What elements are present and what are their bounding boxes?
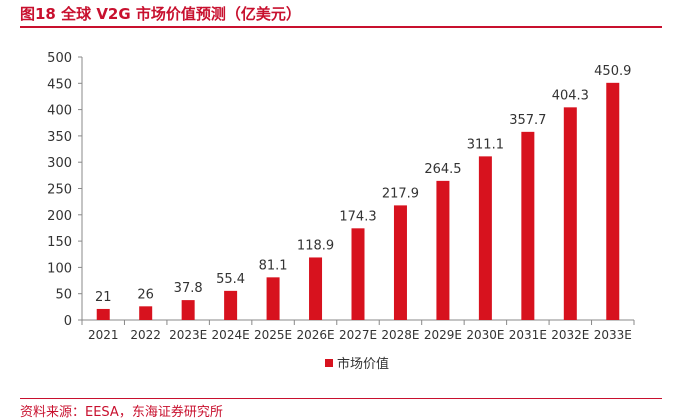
y-tick-label: 200: [47, 209, 72, 224]
bar: [563, 107, 577, 321]
bar: [436, 180, 450, 320]
y-tick-label: 450: [47, 77, 72, 92]
source-divider: [20, 398, 662, 399]
data-label: 37.8: [174, 281, 203, 296]
bar: [521, 131, 535, 320]
y-tick-label: 500: [47, 51, 72, 66]
data-label: 217.9: [382, 186, 419, 201]
data-label: 81.1: [259, 258, 288, 273]
bar: [309, 257, 323, 320]
x-tick-label: 2033E: [594, 328, 632, 342]
x-tick-label: 2030E: [466, 328, 504, 342]
x-tick-label: 2028E: [381, 328, 419, 342]
bar: [478, 156, 492, 320]
figure-title: 图18 全球 V2G 市场价值预测（亿美元）: [20, 5, 301, 23]
bar: [181, 300, 195, 320]
data-label: 450.9: [594, 64, 631, 79]
y-tick-label: 350: [47, 130, 72, 145]
y-tick-label: 300: [47, 156, 72, 171]
bar: [351, 228, 365, 320]
y-tick-label: 150: [47, 235, 72, 250]
data-label: 311.1: [467, 137, 504, 152]
x-tick-label: 2025E: [254, 328, 292, 342]
x-tick-label: 2021: [88, 328, 119, 342]
x-tick-label: 2026E: [296, 328, 334, 342]
x-tick-label: 2023E: [169, 328, 207, 342]
data-label: 264.5: [424, 162, 461, 177]
data-label: 26: [137, 287, 154, 302]
data-label: 357.7: [509, 113, 546, 128]
bar: [139, 306, 153, 320]
legend-swatch: [325, 359, 333, 367]
data-label: 55.4: [216, 272, 245, 287]
bar: [393, 205, 407, 320]
data-label: 404.3: [552, 88, 589, 103]
y-tick-label: 100: [47, 261, 72, 276]
x-tick-label: 2029E: [424, 328, 462, 342]
data-label: 21: [95, 290, 112, 305]
y-tick-label: 0: [64, 314, 72, 329]
legend-label: 市场价值: [337, 356, 389, 372]
data-label: 118.9: [297, 238, 334, 253]
data-label: 174.3: [339, 209, 376, 224]
x-tick-label: 2024E: [212, 328, 250, 342]
bar: [266, 277, 280, 320]
x-tick-label: 2027E: [339, 328, 377, 342]
x-tick-label: 2031E: [509, 328, 547, 342]
x-tick-label: 2032E: [551, 328, 589, 342]
bar-chart: 0 50 100 150 200 250 300 350 400 450 500 21 2021 26 20…: [47, 51, 635, 372]
y-tick-label: 50: [55, 288, 72, 303]
title-divider: [20, 26, 662, 28]
bar: [96, 308, 110, 320]
x-tick-label: 2022: [130, 328, 161, 342]
y-tick-label: 400: [47, 104, 72, 119]
bar: [224, 290, 238, 320]
bar: [606, 82, 620, 320]
y-tick-label: 250: [47, 183, 72, 198]
